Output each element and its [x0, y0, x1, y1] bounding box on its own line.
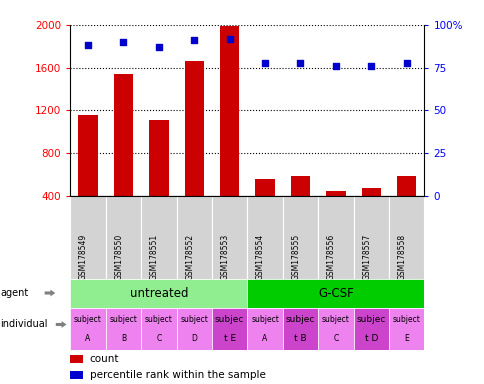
Bar	[282, 308, 318, 350]
Point	[260, 60, 268, 66]
Text: GSM178556: GSM178556	[326, 233, 335, 280]
Text: A: A	[85, 334, 91, 343]
Bar	[113, 74, 133, 238]
Point	[190, 37, 197, 43]
Bar	[247, 196, 282, 280]
Bar	[106, 308, 141, 350]
Text: GSM178557: GSM178557	[362, 233, 370, 280]
Point	[154, 44, 162, 50]
Point	[225, 36, 233, 42]
Text: GSM178555: GSM178555	[291, 233, 300, 280]
Point	[366, 63, 374, 69]
Bar	[141, 196, 176, 280]
Text: A: A	[262, 334, 267, 343]
Bar	[361, 189, 380, 238]
Bar	[388, 308, 424, 350]
Text: subjec: subjec	[356, 315, 385, 324]
Text: agent: agent	[0, 288, 29, 298]
Bar	[290, 175, 310, 238]
Text: subject: subject	[392, 315, 420, 324]
Point	[84, 42, 92, 48]
Text: percentile rank within the sample: percentile rank within the sample	[90, 370, 265, 380]
Bar	[184, 61, 204, 238]
Text: B: B	[121, 334, 126, 343]
Text: subject: subject	[180, 315, 208, 324]
Bar	[141, 308, 176, 350]
Text: subjec: subjec	[214, 315, 244, 324]
Text: t B: t B	[293, 334, 306, 343]
Bar	[282, 196, 318, 280]
Bar	[396, 175, 416, 238]
Text: GSM178558: GSM178558	[397, 233, 406, 280]
Bar	[219, 26, 239, 238]
Text: untreated: untreated	[129, 287, 188, 300]
Text: individual: individual	[0, 319, 48, 329]
Bar	[106, 196, 141, 280]
Point	[296, 60, 303, 66]
Text: subject: subject	[109, 315, 137, 324]
Text: t E: t E	[223, 334, 235, 343]
Text: D: D	[191, 334, 197, 343]
Bar	[149, 120, 168, 238]
Bar	[212, 196, 247, 280]
Text: count: count	[90, 354, 119, 364]
Text: C: C	[156, 334, 161, 343]
Bar	[247, 280, 424, 308]
Text: C: C	[333, 334, 338, 343]
Bar	[212, 308, 247, 350]
Text: GSM178554: GSM178554	[256, 233, 264, 280]
Point	[402, 60, 409, 66]
Text: GSM178553: GSM178553	[220, 233, 229, 280]
Bar	[70, 196, 106, 280]
Bar	[255, 179, 274, 238]
Text: GSM178549: GSM178549	[79, 233, 88, 280]
Text: subject: subject	[74, 315, 102, 324]
Text: GSM178551: GSM178551	[150, 233, 158, 280]
Text: t D: t D	[364, 334, 377, 343]
Bar	[247, 308, 282, 350]
Bar	[78, 115, 98, 238]
Text: subject: subject	[321, 315, 349, 324]
Bar	[176, 196, 212, 280]
Text: subject: subject	[145, 315, 172, 324]
Text: GSM178550: GSM178550	[114, 233, 123, 280]
Text: subject: subject	[251, 315, 278, 324]
Bar	[176, 308, 212, 350]
Bar	[70, 308, 106, 350]
Bar	[70, 280, 247, 308]
Bar	[353, 308, 388, 350]
Point	[331, 63, 339, 69]
Bar	[325, 190, 345, 238]
Bar	[70, 355, 83, 362]
Bar	[70, 371, 83, 379]
Text: E: E	[404, 334, 408, 343]
Bar	[318, 196, 353, 280]
Text: subjec: subjec	[285, 315, 315, 324]
Bar	[353, 196, 388, 280]
Bar	[318, 308, 353, 350]
Text: G-CSF: G-CSF	[318, 287, 353, 300]
Point	[119, 39, 127, 45]
Text: GSM178552: GSM178552	[185, 233, 194, 280]
Bar	[388, 196, 424, 280]
